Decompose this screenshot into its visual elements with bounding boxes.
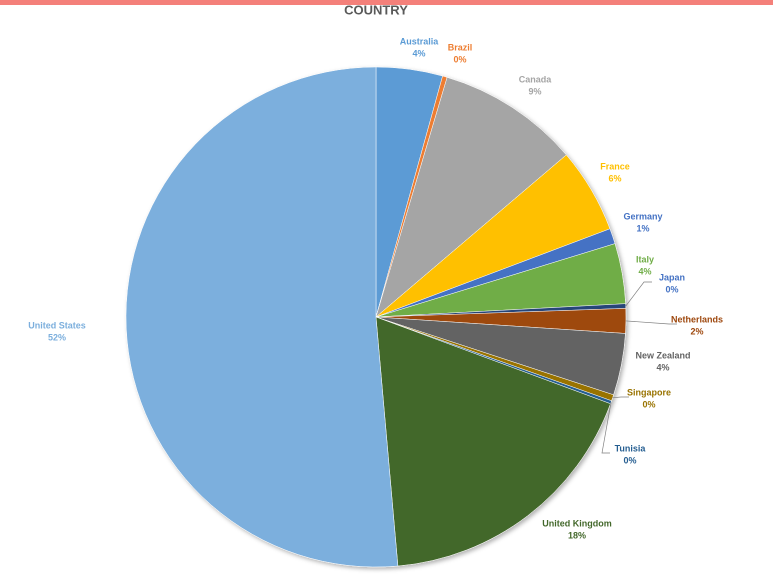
top-bar: [0, 0, 773, 5]
leader-line: [625, 320, 677, 325]
slice-label: France: [600, 161, 630, 171]
slice-label: Italy: [636, 254, 654, 264]
slice-label: United States: [28, 320, 86, 330]
slice-label: Canada: [519, 74, 553, 84]
leader-line: [601, 402, 612, 454]
slice-value-label: 4%: [412, 48, 425, 58]
pie-slice: [375, 316, 611, 567]
pie-slice: [125, 66, 399, 568]
slice-value-label: 0%: [665, 284, 678, 294]
slice-value-label: 0%: [642, 399, 655, 409]
slice-value-label: 2%: [690, 326, 703, 336]
slice-label: Germany: [623, 211, 662, 221]
slice-label: Netherlands: [671, 314, 723, 324]
slice-label: Tunisia: [615, 443, 647, 453]
slice-value-label: 0%: [623, 455, 636, 465]
slice-label: Australia: [400, 36, 440, 46]
slice-value-label: 1%: [636, 223, 649, 233]
slice-value-label: 0%: [453, 54, 466, 64]
slice-value-label: 4%: [656, 362, 669, 372]
slice-value-label: 52%: [48, 332, 66, 342]
pie-slice: [375, 77, 567, 318]
slice-label: United Kingdom: [542, 518, 612, 528]
slice-label: Japan: [659, 272, 685, 282]
leader-line: [625, 281, 652, 307]
slice-value-label: 4%: [638, 266, 651, 276]
slice-label: Singapore: [627, 387, 671, 397]
chart-title: COUNTRY: [344, 2, 408, 17]
slice-label: New Zealand: [635, 350, 690, 360]
slice-value-label: 18%: [568, 530, 586, 540]
slice-value-label: 9%: [528, 86, 541, 96]
slice-value-label: 6%: [608, 173, 621, 183]
slice-label: Brazil: [448, 42, 473, 52]
pie: [125, 66, 627, 568]
leader-line: [612, 396, 629, 399]
